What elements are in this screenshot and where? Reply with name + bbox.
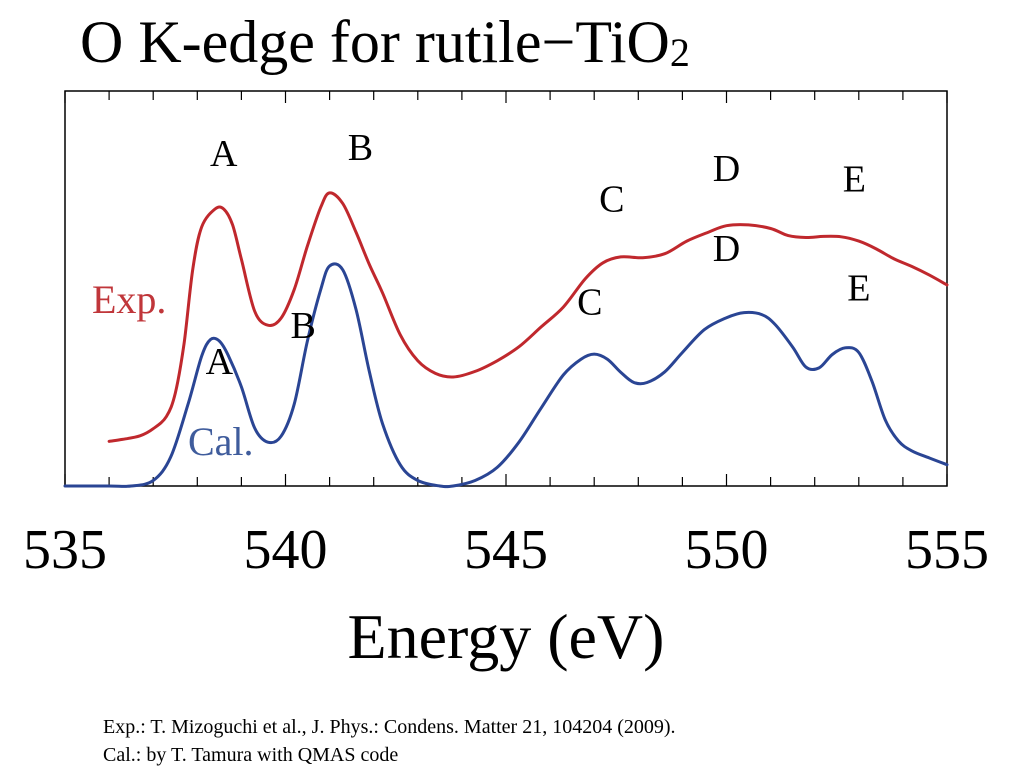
series-label-cal: Cal. xyxy=(188,419,254,464)
chart-title-subscript: 2 xyxy=(670,30,690,75)
chart-title-main: O K-edge for rutile−TiO xyxy=(80,9,670,75)
annotation-group: Exp. Cal. A B C D E A B C D E xyxy=(92,127,870,464)
x-axis-ticks: 535 540 545 550 555 xyxy=(23,91,989,581)
peak-label-exp-e: E xyxy=(843,159,866,201)
series-line-cal xyxy=(63,262,949,489)
peak-label-cal-d: D xyxy=(713,228,740,270)
x-tick-label-535: 535 xyxy=(23,519,107,581)
series-line-exp xyxy=(107,191,949,443)
series-label-exp: Exp. xyxy=(92,277,166,322)
chart-title: O K-edge for rutile−TiO2 xyxy=(80,9,690,75)
x-tick-label-550: 550 xyxy=(685,519,769,581)
reference-note-cal: Cal.: by T. Tamura with QMAS code xyxy=(103,744,399,766)
x-tick-label-545: 545 xyxy=(464,519,548,581)
x-axis-label: Energy (eV) xyxy=(348,601,665,672)
peak-label-cal-a: A xyxy=(206,341,234,383)
x-tick-label-540: 540 xyxy=(244,519,328,581)
peak-label-cal-b: B xyxy=(290,305,315,347)
peak-label-cal-c: C xyxy=(577,282,602,324)
peak-label-exp-d: D xyxy=(713,148,740,190)
peak-label-exp-c: C xyxy=(599,178,624,220)
x-tick-label-555: 555 xyxy=(905,519,989,581)
reference-note-exp: Exp.: T. Mizoguchi et al., J. Phys.: Con… xyxy=(103,716,676,738)
peak-label-exp-b: B xyxy=(348,127,373,169)
series-group xyxy=(63,191,949,489)
peak-label-exp-a: A xyxy=(210,133,238,175)
peak-label-cal-e: E xyxy=(847,267,870,309)
